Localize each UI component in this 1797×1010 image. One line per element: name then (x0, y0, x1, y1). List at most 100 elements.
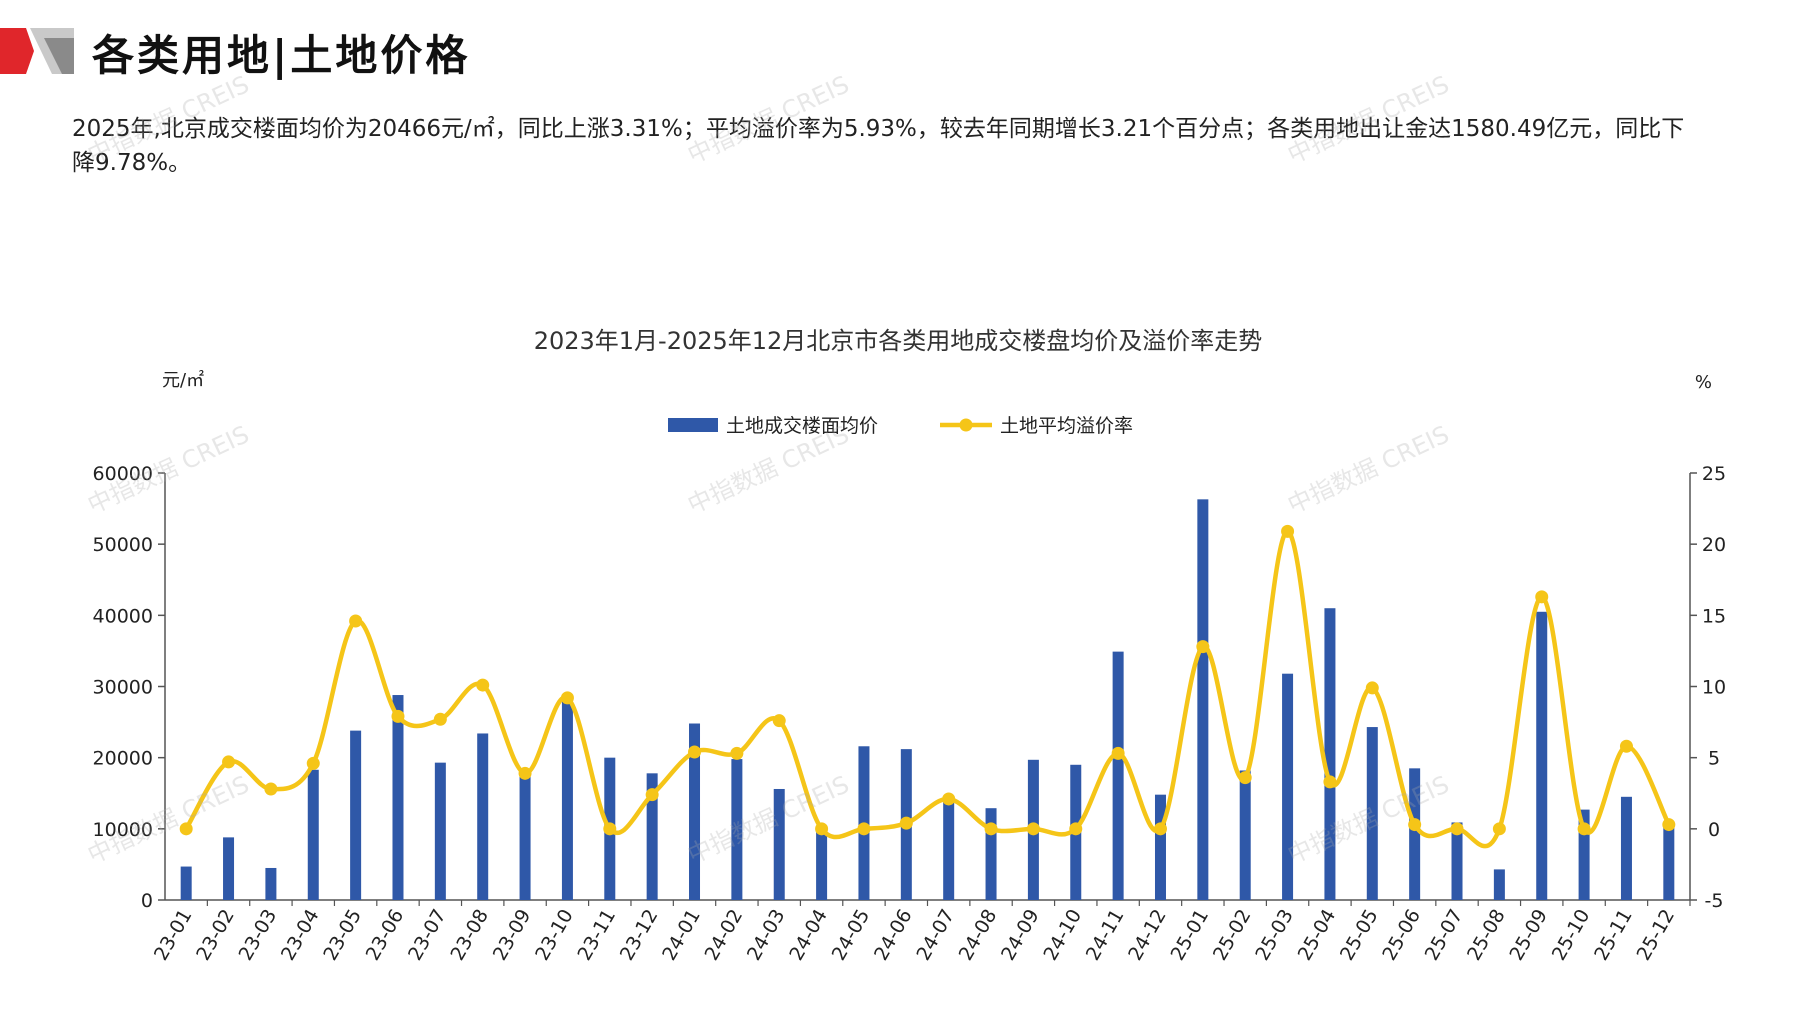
point-25-06 (1408, 818, 1422, 832)
point-24-08 (984, 822, 998, 836)
x-tick-label-25-05: 25-05 (1336, 906, 1383, 965)
legend-line-label: 土地平均溢价率 (1000, 415, 1133, 437)
bar-23-07 (434, 762, 446, 900)
left-tick-label: 40000 (93, 605, 153, 627)
bar-25-05 (1366, 727, 1378, 900)
x-tick-label-23-10: 23-10 (531, 906, 578, 965)
point-24-07 (942, 792, 956, 806)
point-25-12 (1662, 818, 1676, 832)
point-23-07 (433, 712, 447, 726)
chart-legend: 土地成交楼面均价 土地平均溢价率 (668, 415, 1133, 437)
legend-line-marker (959, 418, 973, 432)
bar-25-06 (1409, 768, 1421, 900)
right-tick-label: 15 (1702, 605, 1726, 627)
x-tick-label-23-03: 23-03 (235, 906, 282, 965)
left-tick-label: 10000 (93, 819, 153, 841)
point-24-05 (857, 822, 871, 836)
left-tick-label: 50000 (93, 534, 153, 556)
point-24-04 (815, 822, 829, 836)
x-tick-label-25-02: 25-02 (1209, 906, 1256, 965)
x-tick-label-25-09: 25-09 (1505, 906, 1552, 965)
x-tick-label-24-12: 24-12 (1124, 906, 1171, 965)
point-23-12 (645, 788, 659, 802)
point-23-11 (603, 822, 617, 836)
x-tick-label-23-12: 23-12 (616, 906, 663, 965)
right-tick-label: 5 (1708, 748, 1720, 770)
line-series (179, 524, 1676, 849)
x-tick-label-23-01: 23-01 (150, 906, 197, 965)
right-axis-unit: % (1695, 372, 1712, 393)
left-tick-label: 60000 (93, 463, 153, 485)
point-23-05 (349, 614, 363, 628)
point-23-10 (560, 691, 574, 705)
bar-24-07 (943, 800, 955, 900)
bar-25-10 (1578, 809, 1590, 900)
point-24-11 (1111, 746, 1125, 760)
right-tick-label: 10 (1702, 677, 1726, 699)
point-25-02 (1238, 771, 1252, 785)
x-tick-label-24-03: 24-03 (743, 906, 790, 965)
bar-24-02 (731, 759, 743, 900)
point-25-01 (1196, 640, 1210, 654)
point-23-09 (518, 766, 532, 780)
point-23-01 (179, 822, 193, 836)
point-25-08 (1492, 822, 1506, 836)
bar-25-08 (1493, 869, 1505, 900)
point-23-03 (264, 782, 278, 796)
x-tick-label-25-06: 25-06 (1378, 906, 1425, 965)
x-tick-label-25-12: 25-12 (1632, 906, 1679, 965)
bar-25-11 (1620, 796, 1632, 900)
point-24-09 (1026, 822, 1040, 836)
point-24-03 (772, 714, 786, 728)
x-tick-label-23-04: 23-04 (277, 906, 324, 965)
x-tick-label-24-11: 24-11 (1082, 906, 1129, 965)
x-tick-label-23-05: 23-05 (319, 906, 366, 965)
bar-25-09 (1536, 611, 1548, 900)
bar-25-01 (1197, 499, 1209, 900)
brand-logo (0, 28, 74, 74)
x-tick-label-24-09: 24-09 (997, 906, 1044, 965)
bar-23-08 (477, 733, 489, 900)
page-title: 各类用地|土地价格 (92, 31, 471, 80)
x-tick-label-24-07: 24-07 (912, 906, 959, 965)
x-tick-label-24-01: 24-01 (658, 906, 705, 965)
left-tick-label: 20000 (93, 748, 153, 770)
bar-23-09 (519, 774, 531, 900)
point-23-02 (222, 755, 236, 769)
bar-23-06 (392, 695, 404, 900)
bar-24-12 (1154, 794, 1166, 900)
x-tick-label-24-10: 24-10 (1039, 906, 1086, 965)
bar-24-01 (689, 723, 701, 900)
x-tick-label-24-06: 24-06 (870, 906, 917, 965)
right-tick-label: 20 (1702, 534, 1726, 556)
bar-23-03 (265, 867, 277, 900)
premium-rate-line (184, 529, 1671, 849)
legend-bar-label: 土地成交楼面均价 (726, 415, 878, 437)
point-25-04 (1323, 775, 1337, 789)
left-tick-label: 0 (141, 890, 153, 912)
right-tick-label: -5 (1705, 890, 1724, 912)
x-tick-label-25-08: 25-08 (1463, 906, 1510, 965)
x-tick-label-24-04: 24-04 (785, 906, 832, 965)
left-axis-unit: 元/㎡ (162, 369, 204, 391)
legend-bar-swatch (668, 418, 718, 432)
bar-23-05 (350, 730, 362, 900)
point-25-11 (1619, 739, 1633, 753)
bar-23-04 (307, 769, 319, 900)
x-tick-label-25-07: 25-07 (1421, 906, 1468, 965)
x-tick-label-23-08: 23-08 (446, 906, 493, 965)
bar-25-03 (1282, 673, 1294, 900)
bar-25-07 (1451, 822, 1463, 900)
bar-23-01 (180, 866, 192, 900)
bar-24-04 (816, 825, 828, 900)
chart-title: 2023年1月-2025年12月北京市各类用地成交楼盘均价及溢价率走势 (534, 327, 1263, 355)
bar-25-04 (1324, 608, 1336, 900)
bar-25-02 (1239, 770, 1251, 900)
bar-25-12 (1663, 822, 1675, 900)
bar-24-11 (1112, 651, 1124, 900)
x-axis-ticks: 23-0123-0223-0323-0423-0523-0623-0723-08… (150, 900, 1691, 965)
right-tick-label: 25 (1702, 463, 1726, 485)
point-24-01 (688, 745, 702, 759)
point-25-05 (1365, 681, 1379, 695)
x-tick-label-23-09: 23-09 (489, 906, 536, 965)
